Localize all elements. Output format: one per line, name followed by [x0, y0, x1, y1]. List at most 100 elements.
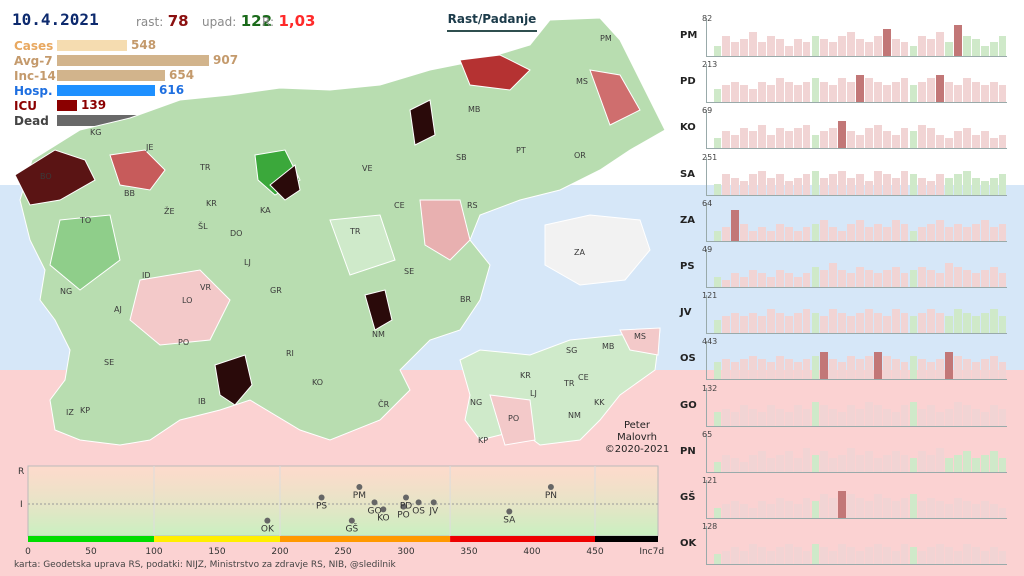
- region-bar: [918, 81, 927, 103]
- region-bar: [989, 227, 998, 241]
- region-bar: [766, 362, 775, 380]
- region-bar: [918, 359, 927, 380]
- region-bar: [775, 270, 784, 287]
- stat-bar: [57, 55, 209, 66]
- region-bar: [900, 273, 909, 287]
- region-bar: [998, 223, 1007, 241]
- region-bar: [989, 504, 998, 518]
- region-max-value: 443: [702, 337, 718, 347]
- region-bar: [722, 550, 731, 565]
- region-bar: [802, 359, 811, 380]
- region-bar: [820, 39, 829, 56]
- y-tick-label: I: [20, 500, 23, 510]
- region-bar: [766, 276, 775, 287]
- region-bar: [829, 458, 838, 472]
- region-bar: [802, 124, 811, 149]
- region-bar: [722, 359, 731, 380]
- region-panel-za: ZA 64: [680, 199, 1010, 242]
- inset-map: [459, 327, 661, 446]
- scatter-point-label: GŠ: [345, 523, 358, 535]
- region-bar: [856, 454, 864, 472]
- scatter-point: [348, 517, 355, 524]
- region-bar: [811, 312, 820, 334]
- region-bar: [954, 85, 962, 103]
- region-bar: [713, 507, 722, 518]
- region-bar: [749, 543, 758, 565]
- map-label: TR: [200, 163, 211, 172]
- region-bars: [713, 157, 1007, 195]
- region-bar: [740, 276, 749, 287]
- region-bar: [847, 355, 856, 380]
- map-label: PO: [178, 338, 190, 347]
- stat-bar: [57, 100, 77, 111]
- region-bar: [927, 405, 936, 426]
- scatter-point: [318, 494, 325, 501]
- x-tick-label: 450: [586, 547, 603, 557]
- map-label: LO: [182, 296, 193, 305]
- region-bar: [945, 547, 954, 565]
- region-bar: [829, 263, 838, 287]
- map-label: NM: [372, 330, 385, 339]
- region-bar: [820, 220, 829, 241]
- region-bar: [766, 35, 775, 56]
- region-bar: [954, 266, 962, 287]
- region-bar: [891, 134, 900, 149]
- region-bar: [936, 75, 945, 103]
- region-bar: [891, 177, 900, 195]
- region-bar-box: [706, 156, 1007, 196]
- credit-line: karta: Geodetska uprava RS, podatki: NIJ…: [14, 560, 396, 570]
- region-bar: [838, 35, 847, 56]
- map-label: IB: [198, 397, 206, 406]
- region-bar: [775, 547, 784, 565]
- region-panel-ko: KO 69: [680, 106, 1010, 150]
- region-bar: [945, 408, 954, 426]
- region-bar: [909, 45, 918, 56]
- region-bar: [971, 81, 980, 103]
- region-bar-box: [706, 249, 1007, 288]
- map-label: BR: [460, 295, 472, 304]
- y-tick-label: R: [18, 467, 24, 477]
- rast-value: 78: [167, 12, 189, 30]
- region-panel-ok: OK 128: [680, 522, 1010, 566]
- region-bar: [740, 504, 749, 518]
- region-max-value: 213: [702, 60, 718, 70]
- region-bar: [731, 458, 740, 472]
- region-bar: [873, 273, 882, 287]
- region-bar: [891, 220, 900, 241]
- region-panel-pd: PD 213: [680, 60, 1010, 104]
- region-code: PN: [680, 445, 696, 457]
- region-bar: [784, 543, 793, 565]
- region-bar: [829, 497, 838, 518]
- map-label: MB: [468, 105, 481, 114]
- region-bars: [713, 295, 1007, 334]
- region-bar: [740, 461, 749, 472]
- map-label: MB: [602, 342, 615, 351]
- region-bar: [766, 134, 775, 149]
- region-bar: [936, 412, 945, 426]
- region-bar: [980, 85, 989, 103]
- region-code: GO: [680, 399, 697, 411]
- chart-title: Rast/Padanje: [447, 12, 537, 32]
- region-bar-box: [706, 433, 1007, 473]
- map-region-green2: [49, 214, 121, 291]
- region-bar: [838, 121, 847, 149]
- region-bar: [873, 352, 882, 380]
- map-region-white: [544, 214, 651, 286]
- region-bar: [909, 316, 918, 334]
- region-bar: [847, 131, 856, 149]
- map-label: ID: [142, 271, 151, 280]
- color-band: [280, 536, 451, 542]
- map-label: KP: [478, 436, 489, 445]
- upad-group: upad: 122: [202, 12, 272, 34]
- region-bar: [847, 448, 856, 472]
- region-bar: [971, 408, 980, 426]
- inset-map-sw: [489, 394, 536, 446]
- region-bar: [829, 408, 838, 426]
- region-code: OS: [680, 353, 696, 365]
- region-bar: [998, 134, 1007, 149]
- region-bar: [954, 497, 962, 518]
- region-bar: [758, 547, 766, 565]
- region-bar-box: [706, 110, 1007, 150]
- region-bar: [713, 362, 722, 380]
- map-label: IZ: [66, 408, 74, 417]
